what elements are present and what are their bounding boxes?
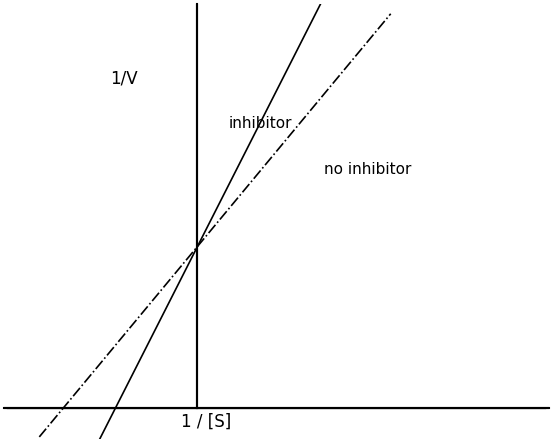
Text: 1 / [S]: 1 / [S] [181,412,231,431]
Text: no inhibitor: no inhibitor [324,162,411,177]
Text: 1/V: 1/V [110,69,138,87]
Text: inhibitor: inhibitor [229,116,293,131]
